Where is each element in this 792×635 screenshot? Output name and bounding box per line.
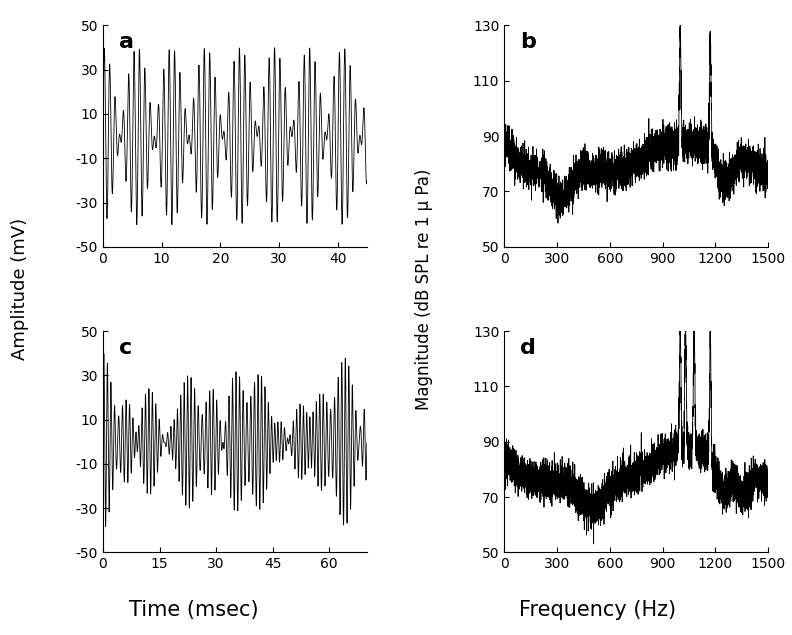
- Text: d: d: [520, 338, 536, 358]
- Text: Amplitude (mV): Amplitude (mV): [11, 218, 29, 360]
- Text: b: b: [520, 32, 536, 52]
- Text: a: a: [119, 32, 134, 52]
- Text: Magnitude (dB SPL re 1 μ Pa): Magnitude (dB SPL re 1 μ Pa): [415, 168, 432, 410]
- Text: Time (msec): Time (msec): [129, 599, 259, 620]
- Text: Frequency (Hz): Frequency (Hz): [520, 599, 676, 620]
- Text: c: c: [119, 338, 132, 358]
